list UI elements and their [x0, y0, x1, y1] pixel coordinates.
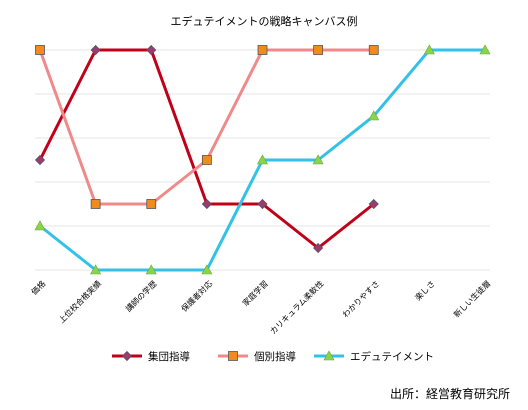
- legend-label: 集団指導: [148, 350, 190, 363]
- data-point-2-3: [201, 264, 213, 275]
- data-point-2-8: [479, 44, 491, 55]
- data-point-0-3: [201, 198, 212, 210]
- x-tick-label: 講師の学歴: [123, 278, 158, 313]
- data-point-1-2: [146, 199, 157, 209]
- x-tick-label: 家庭学習: [240, 278, 270, 308]
- chart-title: エデュテイメントの戦略キャンバス例: [171, 14, 358, 28]
- x-tick-label: わかりやすさ: [341, 279, 381, 319]
- legend-item-0: 集団指導: [112, 350, 190, 363]
- x-tick-label: カリキュラム柔軟性: [268, 278, 326, 336]
- data-point-2-4: [256, 154, 269, 165]
- legend-label: 個別指導: [254, 350, 296, 363]
- x-tick-label: 楽しさ: [413, 278, 437, 302]
- x-tick-label: 上位校合格実績: [56, 278, 103, 325]
- data-point-1-4: [257, 45, 268, 55]
- data-point-0-5: [313, 242, 324, 254]
- data-point-1-1: [90, 199, 101, 209]
- data-point-0-0: [34, 154, 46, 166]
- data-point-0-2: [146, 44, 157, 56]
- data-point-2-1: [90, 264, 102, 275]
- legend-marker: [121, 350, 133, 362]
- series-markers: [34, 44, 491, 275]
- legend-label: エデュテイメント: [350, 350, 434, 363]
- x-tick-label: 保護者対応: [179, 278, 214, 313]
- legend-item-2: エデュテイメント: [314, 350, 434, 363]
- data-point-0-6: [368, 198, 379, 210]
- legend-marker: [323, 350, 335, 361]
- data-point-2-7: [423, 44, 435, 55]
- data-point-2-0: [34, 220, 46, 231]
- x-tick-label: 価格: [29, 278, 47, 296]
- legend-marker: [228, 351, 238, 361]
- x-tick-label: 新しい生徒層: [451, 278, 492, 319]
- series-line-0: [38, 48, 376, 250]
- data-point-1-3: [201, 155, 212, 165]
- series-line-1: [38, 48, 376, 206]
- data-point-2-2: [145, 264, 157, 275]
- data-point-2-6: [368, 110, 380, 121]
- data-point-1-6: [368, 45, 379, 55]
- source-note: 出所：経営教育研究所: [390, 386, 510, 401]
- data-point-2-5: [312, 154, 324, 165]
- data-point-1-0: [35, 45, 45, 55]
- data-point-0-4: [257, 198, 268, 210]
- data-point-0-1: [90, 44, 101, 56]
- legend: 集団指導 個別指導 エデュテイメント: [112, 350, 434, 363]
- legend-item-1: 個別指導: [218, 350, 296, 363]
- data-point-1-5: [313, 45, 324, 55]
